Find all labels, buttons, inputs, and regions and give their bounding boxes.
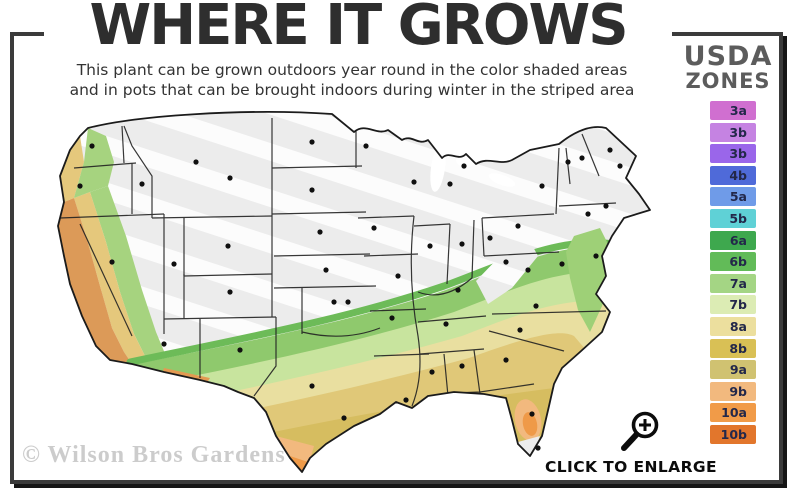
city-dot [559,261,565,267]
click-to-enlarge-label[interactable]: CLICK TO ENLARGE [544,458,718,476]
zone-band-west-tan [74,192,146,364]
usda-zones-map[interactable] [14,106,664,474]
city-dot [487,235,493,241]
city-dot [447,181,453,187]
zone-chip-10b: 10b [710,424,756,444]
city-dot [89,143,95,149]
zone-chip-5b: 5b [710,208,756,228]
city-dot [617,163,623,169]
zone-chip-4b: 4b [710,165,756,185]
zone-patch-fl-10a [522,412,538,436]
lake-erie [488,173,516,187]
city-dot [539,183,545,189]
legend-title-usda: USDA [683,41,773,72]
zone-chip-6b: 6b [710,252,756,272]
city-dot [109,259,115,265]
city-dot [395,273,401,279]
city-dot [515,223,521,229]
city-dot [341,415,347,421]
zone-chip-8b: 8b [710,338,756,358]
city-dot [461,163,467,169]
zone-chip-list: 3a 3b 3b 4b 5a 5b 6a 6b 7a 7b 8a 8b 9a 9b 10a 10b [710,101,756,447]
city-dot [535,445,541,451]
zone-chip-10a: 10a [710,403,756,423]
city-dot [77,183,83,189]
city-dot [607,147,613,153]
city-dot [331,299,337,305]
usda-zones-legend-title: USDA ZONES [678,41,778,93]
city-dot [139,181,145,187]
city-dot [427,243,433,249]
city-dot [517,327,523,333]
zone-chip-6a: 6a [710,230,756,250]
subtitle-line-1: This plant can be grown outdoors year ro… [76,61,628,79]
city-dot [171,261,177,267]
city-dot [227,175,233,181]
city-dot [603,203,609,209]
us-map-svg [57,111,651,473]
city-dot [503,357,509,363]
city-dot [161,341,167,347]
city-dot [225,243,231,249]
city-dot [371,225,377,231]
zone-chip-3a: 3a [710,101,756,120]
page-title: WHERE IT GROWS [44,0,672,58]
city-dot [309,139,315,145]
zone-chip-3b: 3b [710,144,756,164]
city-dot [389,315,395,321]
city-dot [533,303,539,309]
city-dot [237,347,243,353]
city-dot [455,287,461,293]
city-markers [77,139,623,451]
zone-chip-8a: 8a [710,316,756,336]
zone-band-nw-green [74,128,114,198]
zone-chip-9b: 9b [710,381,756,401]
zone-sliver-midatlantic [566,228,612,332]
city-dot [309,383,315,389]
city-dot [429,369,435,375]
zone-chip-5a: 5a [710,187,756,207]
zone-chip-7b: 7b [710,295,756,315]
city-dot [227,289,233,295]
city-dot [323,267,329,273]
zone-band-west-orange [58,198,132,364]
city-dot [503,259,509,265]
legend-title-zones: ZONES [685,69,771,93]
city-dot [363,143,369,149]
city-dot [193,159,199,165]
city-dot [459,363,465,369]
zone-band-nw-tan [60,136,84,202]
magnifier-icon[interactable] [617,408,665,456]
city-dot [565,159,571,165]
subtitle: This plant can be grown outdoors year ro… [40,60,664,101]
city-dot [459,241,465,247]
city-dot [529,411,535,417]
city-dot [443,321,449,327]
city-dot [585,211,591,217]
watermark: © Wilson Bros Gardens [22,442,286,468]
zone-chip-9a: 9a [710,360,756,380]
zone-chip-3b: 3b [710,122,756,142]
zone-band-6b-edge [126,239,618,366]
city-dot [345,299,351,305]
city-dot [411,179,417,185]
subtitle-line-2: and in pots that can be brought indoors … [69,81,635,100]
city-dot [579,155,585,161]
zone-chip-7a: 7a [710,273,756,293]
zone-band-west-green [90,186,166,358]
striped-appalachia-wedge [476,234,538,304]
click-to-enlarge[interactable]: CLICK TO ENLARGE [543,408,719,476]
city-dot [403,397,409,403]
city-dot [525,267,531,273]
city-dot [317,229,323,235]
city-dot [593,253,599,259]
city-dot [309,187,315,193]
